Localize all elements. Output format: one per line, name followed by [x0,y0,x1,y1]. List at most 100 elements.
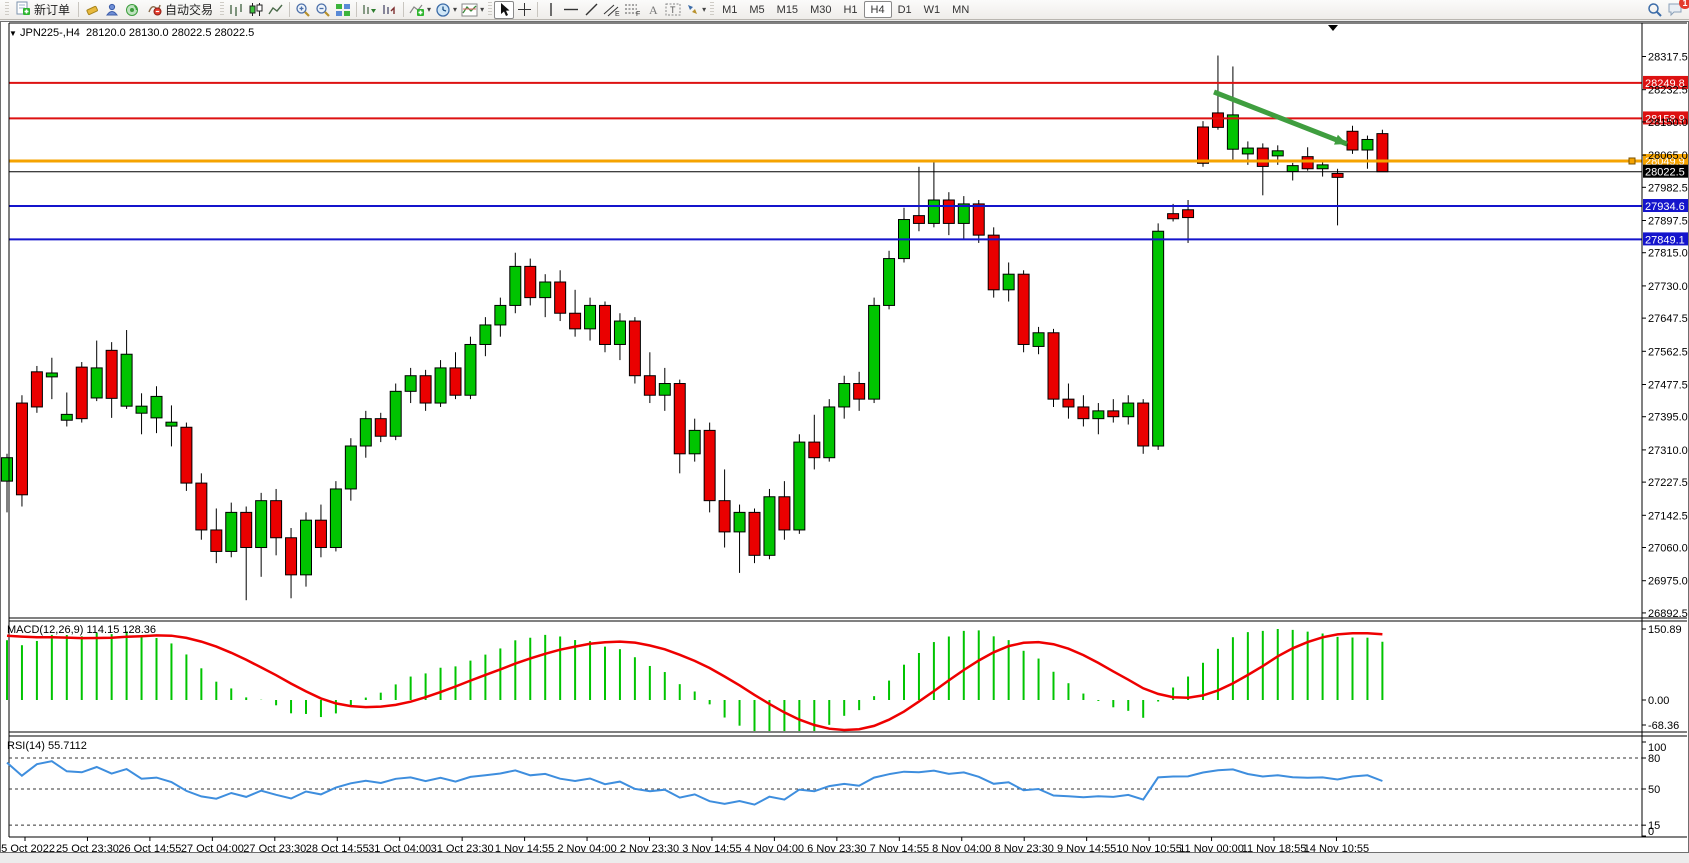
time-axis-label[interactable]: 25 Oct 23:30 [56,843,119,852]
price-label-chip [1643,111,1688,125]
notification-badge: 1 [1679,0,1689,9]
timeframe-button-mn[interactable]: MN [952,3,970,16]
candlestick-chart-button[interactable] [246,1,266,19]
signals-button[interactable] [122,1,142,19]
time-axis-label[interactable]: 28 Oct 14:55 [306,843,369,852]
arrows-tool-button[interactable]: ▾ [683,1,708,19]
time-axis-label[interactable]: 4 Nov 04:00 [745,843,804,852]
candle-body [1361,138,1374,151]
chat-button[interactable]: 1 [1665,0,1689,19]
bar-chart-button[interactable] [226,1,246,19]
auto-scroll-button[interactable] [360,1,380,19]
trend-arrow-line[interactable] [1213,89,1348,147]
candle-body [419,375,432,404]
candle-body [673,383,686,455]
time-axis-label[interactable]: 2 Nov 23:30 [620,843,679,852]
time-axis-label[interactable]: 27 Oct 04:00 [181,843,244,852]
time-axis-label[interactable]: 26 Oct 14:55 [118,843,181,852]
time-axis-label[interactable]: 8 Nov 23:30 [995,843,1054,852]
candle-body [793,441,806,531]
eraser-button[interactable] [82,1,102,19]
candle-body [75,366,88,420]
timeframe-button-m15[interactable]: M15 [776,3,799,16]
chart-shift-button[interactable] [380,1,400,19]
crosshair-tool-button[interactable] [514,1,534,19]
toolbar-grip[interactable] [220,2,225,17]
horizontal-line-tool-button[interactable] [561,1,581,19]
line-chart-button[interactable] [266,1,286,19]
time-axis-label[interactable]: 11 Nov 18:55 [1242,843,1307,852]
templates-button[interactable]: ▾ [459,1,486,19]
candle-body [494,304,507,326]
time-axis-label[interactable]: 7 Nov 14:55 [870,843,929,852]
candle-body [195,482,208,531]
candle-body [1301,156,1314,170]
time-axis-label[interactable]: 8 Nov 04:00 [932,843,991,852]
timeframe-button-m5[interactable]: M5 [749,3,765,16]
time-axis-label[interactable]: 25 Oct 2022 [1,843,55,852]
time-axis-label[interactable]: 10 Nov 10:55 [1116,843,1181,852]
timeframe-button-m1[interactable]: M1 [722,3,738,16]
time-axis-label[interactable]: 2 Nov 04:00 [557,843,616,852]
candle-body [464,343,477,396]
text-label-tool-button[interactable]: T [663,1,683,19]
time-axis-label[interactable]: 6 Nov 23:30 [807,843,866,852]
cursor-tool-button[interactable] [494,0,515,19]
timeframe-button-d1[interactable]: D1 [897,3,912,16]
zoom-in-button[interactable] [293,1,313,19]
expert-advisor-button[interactable] [102,1,122,19]
rsi-line [6,760,1383,806]
candle-body [1241,147,1254,155]
line-selection-handle[interactable] [1628,157,1636,165]
candle-body [1197,126,1209,164]
title-collapse-icon[interactable]: ▼ [9,29,17,38]
toolbar-grip[interactable] [5,2,9,17]
candle-body [613,320,626,345]
svg-text:E: E [615,11,620,17]
timeframe-button-h1[interactable]: H1 [843,3,858,16]
candle-body [1062,398,1075,408]
equidistant-channel-tool-button[interactable]: E [601,1,622,19]
timeframe-button-h4[interactable]: H4 [863,1,892,18]
auto-trading-button[interactable]: 自动交易 [142,1,218,19]
candle-body [105,349,118,399]
candle-body [1256,147,1269,167]
add-indicator-button[interactable]: ▾ [407,1,433,19]
timeframe-button-m30[interactable]: M30 [810,3,832,16]
candle-body [658,383,671,396]
toolbar-grip[interactable] [710,2,715,17]
time-axis-label[interactable]: 9 Nov 14:55 [1057,843,1116,852]
fibonacci-tool-button[interactable]: F [622,1,643,19]
text-tool-button[interactable]: A [643,1,663,19]
new-order-button[interactable]: 新订单 [11,1,75,19]
toolbar-grip[interactable] [488,2,493,17]
window-bottom-strip [0,854,1689,863]
chart-canvas[interactable]: 28249.828158.928049.928022.527934.627849… [1,22,1688,852]
chart-shift-marker[interactable] [1328,25,1338,31]
search-icon[interactable] [1645,1,1665,19]
svg-text:A: A [649,3,658,17]
vertical-line-tool-button[interactable] [541,1,561,19]
candle-body [344,445,357,490]
time-axis-label[interactable]: 31 Oct 04:00 [368,843,431,852]
time-axis-label[interactable]: 3 Nov 14:55 [682,843,741,852]
zoom-out-button[interactable] [313,1,333,19]
time-axis-label[interactable]: 31 Oct 23:30 [431,843,494,852]
candle-body [180,426,193,484]
candle-body [883,258,896,306]
time-axis-label[interactable]: 14 Nov 10:55 [1304,843,1369,852]
time-axis-label[interactable]: 27 Oct 23:30 [243,843,306,852]
periods-button[interactable]: ▾ [433,1,459,19]
candle-body [1346,130,1359,151]
price-axis-tick-label: 28150.0 [1648,117,1688,129]
candle-body [1152,230,1165,447]
tile-windows-button[interactable] [333,1,353,19]
timeframe-button-w1[interactable]: W1 [923,3,941,16]
candle-body [60,413,73,421]
time-axis-label[interactable]: 11 Nov 00:00 [1179,843,1244,852]
price-label-chip [1643,75,1688,89]
trendline-tool-button[interactable] [581,1,601,19]
svg-text:T: T [670,5,676,15]
time-axis-label[interactable]: 1 Nov 14:55 [495,843,554,852]
price-axis-tick-label: 27142.5 [1648,510,1688,522]
